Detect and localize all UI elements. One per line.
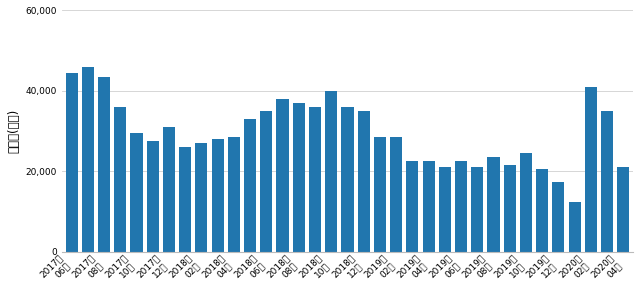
Bar [65,73,77,252]
Bar [471,168,483,252]
Bar [358,111,370,252]
Bar [617,168,629,252]
Bar [504,166,516,252]
Bar [292,103,305,252]
Bar [552,181,564,252]
Bar [212,139,224,252]
Bar [488,157,500,252]
Bar [147,141,159,252]
Bar [179,147,191,252]
Bar [82,67,94,252]
Bar [325,91,337,252]
Y-axis label: 거래량(건수): 거래량(건수) [7,109,20,153]
Bar [585,87,597,252]
Bar [260,111,273,252]
Bar [163,127,175,252]
Bar [131,133,143,252]
Bar [114,107,126,252]
Bar [536,169,548,252]
Bar [520,153,532,252]
Bar [195,143,207,252]
Bar [276,99,289,252]
Bar [406,161,419,252]
Bar [422,161,435,252]
Bar [601,111,613,252]
Bar [244,119,256,252]
Bar [439,168,451,252]
Bar [228,137,240,252]
Bar [98,77,110,252]
Bar [374,137,386,252]
Bar [341,107,353,252]
Bar [455,161,467,252]
Bar [568,202,580,252]
Bar [309,107,321,252]
Bar [390,137,402,252]
